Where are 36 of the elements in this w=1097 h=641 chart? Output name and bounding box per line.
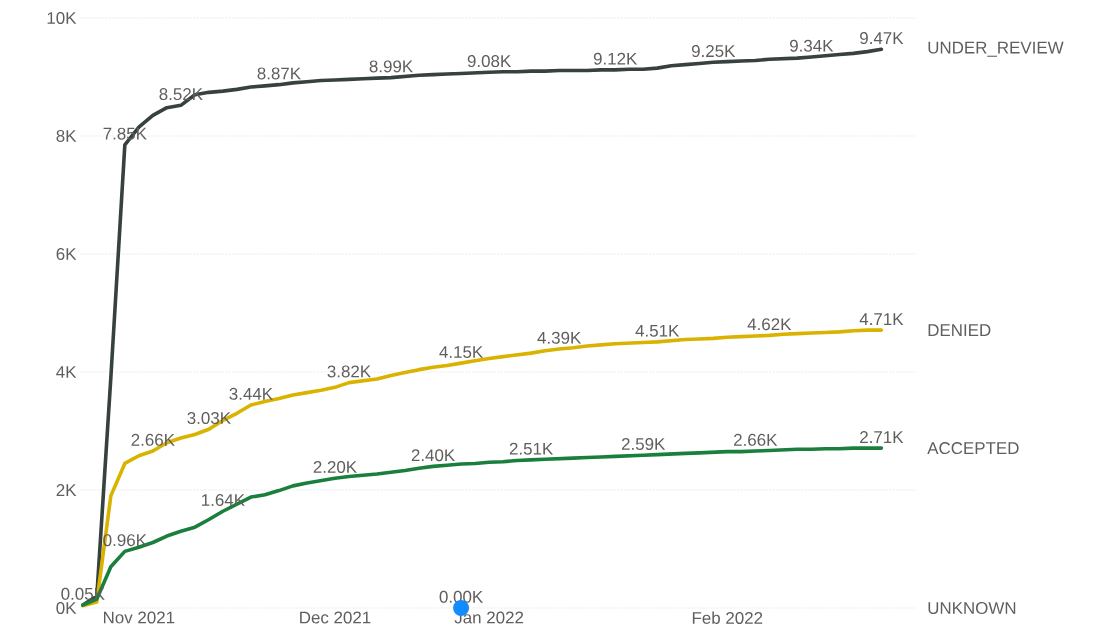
data-label: 2.59K (621, 438, 666, 450)
data-label: 1.64K (202, 494, 245, 507)
data-label: 4.62K (747, 318, 792, 331)
text: UNKNOWN (928, 602, 1016, 614)
data-label: 4.71K (859, 313, 904, 325)
y-tick-label: 10K (47, 11, 77, 24)
text: UNDER_REVIEW (928, 41, 1064, 57)
data-label: 2.20K (313, 461, 357, 474)
data-label: 4.51K (635, 324, 680, 337)
y-tick-label: 8K (56, 130, 77, 142)
data-label: 2.71K (860, 431, 904, 443)
y-tick-label: 2K (56, 484, 77, 496)
data-label: 2.40K (411, 449, 455, 462)
y-tick-label: 4K (56, 366, 77, 378)
x-tick-label: Nov 2021 (103, 611, 175, 624)
data-label: 4.39K (537, 331, 582, 344)
text: ACCEPTED (927, 442, 1019, 455)
data-label: 3.82K (327, 365, 371, 378)
data-label: 9.47K (860, 32, 904, 45)
data-label: 8.52K (159, 88, 203, 101)
data-label: 2.51K (509, 442, 554, 455)
data-label: 8.99K (369, 60, 413, 73)
data-label: 9.12K (593, 52, 638, 65)
data-label: 2.66K (734, 433, 778, 446)
data-label: 9.08K (467, 55, 512, 68)
y-tick-label: 6K (56, 248, 77, 260)
data-label: 2.66K (131, 433, 175, 446)
data-label: 9.25K (691, 45, 736, 58)
data-label: 8.87K (257, 67, 301, 80)
data-label: 4.15K (439, 346, 484, 358)
x-tick-label: Feb 2022 (692, 611, 763, 624)
data-label: 3.44K (229, 387, 273, 400)
text: DENIED (928, 324, 991, 336)
data-label: 9.34K (790, 39, 834, 52)
x-tick-label: Dec 2021 (300, 611, 371, 624)
y-tick-label: 0K (56, 602, 77, 614)
